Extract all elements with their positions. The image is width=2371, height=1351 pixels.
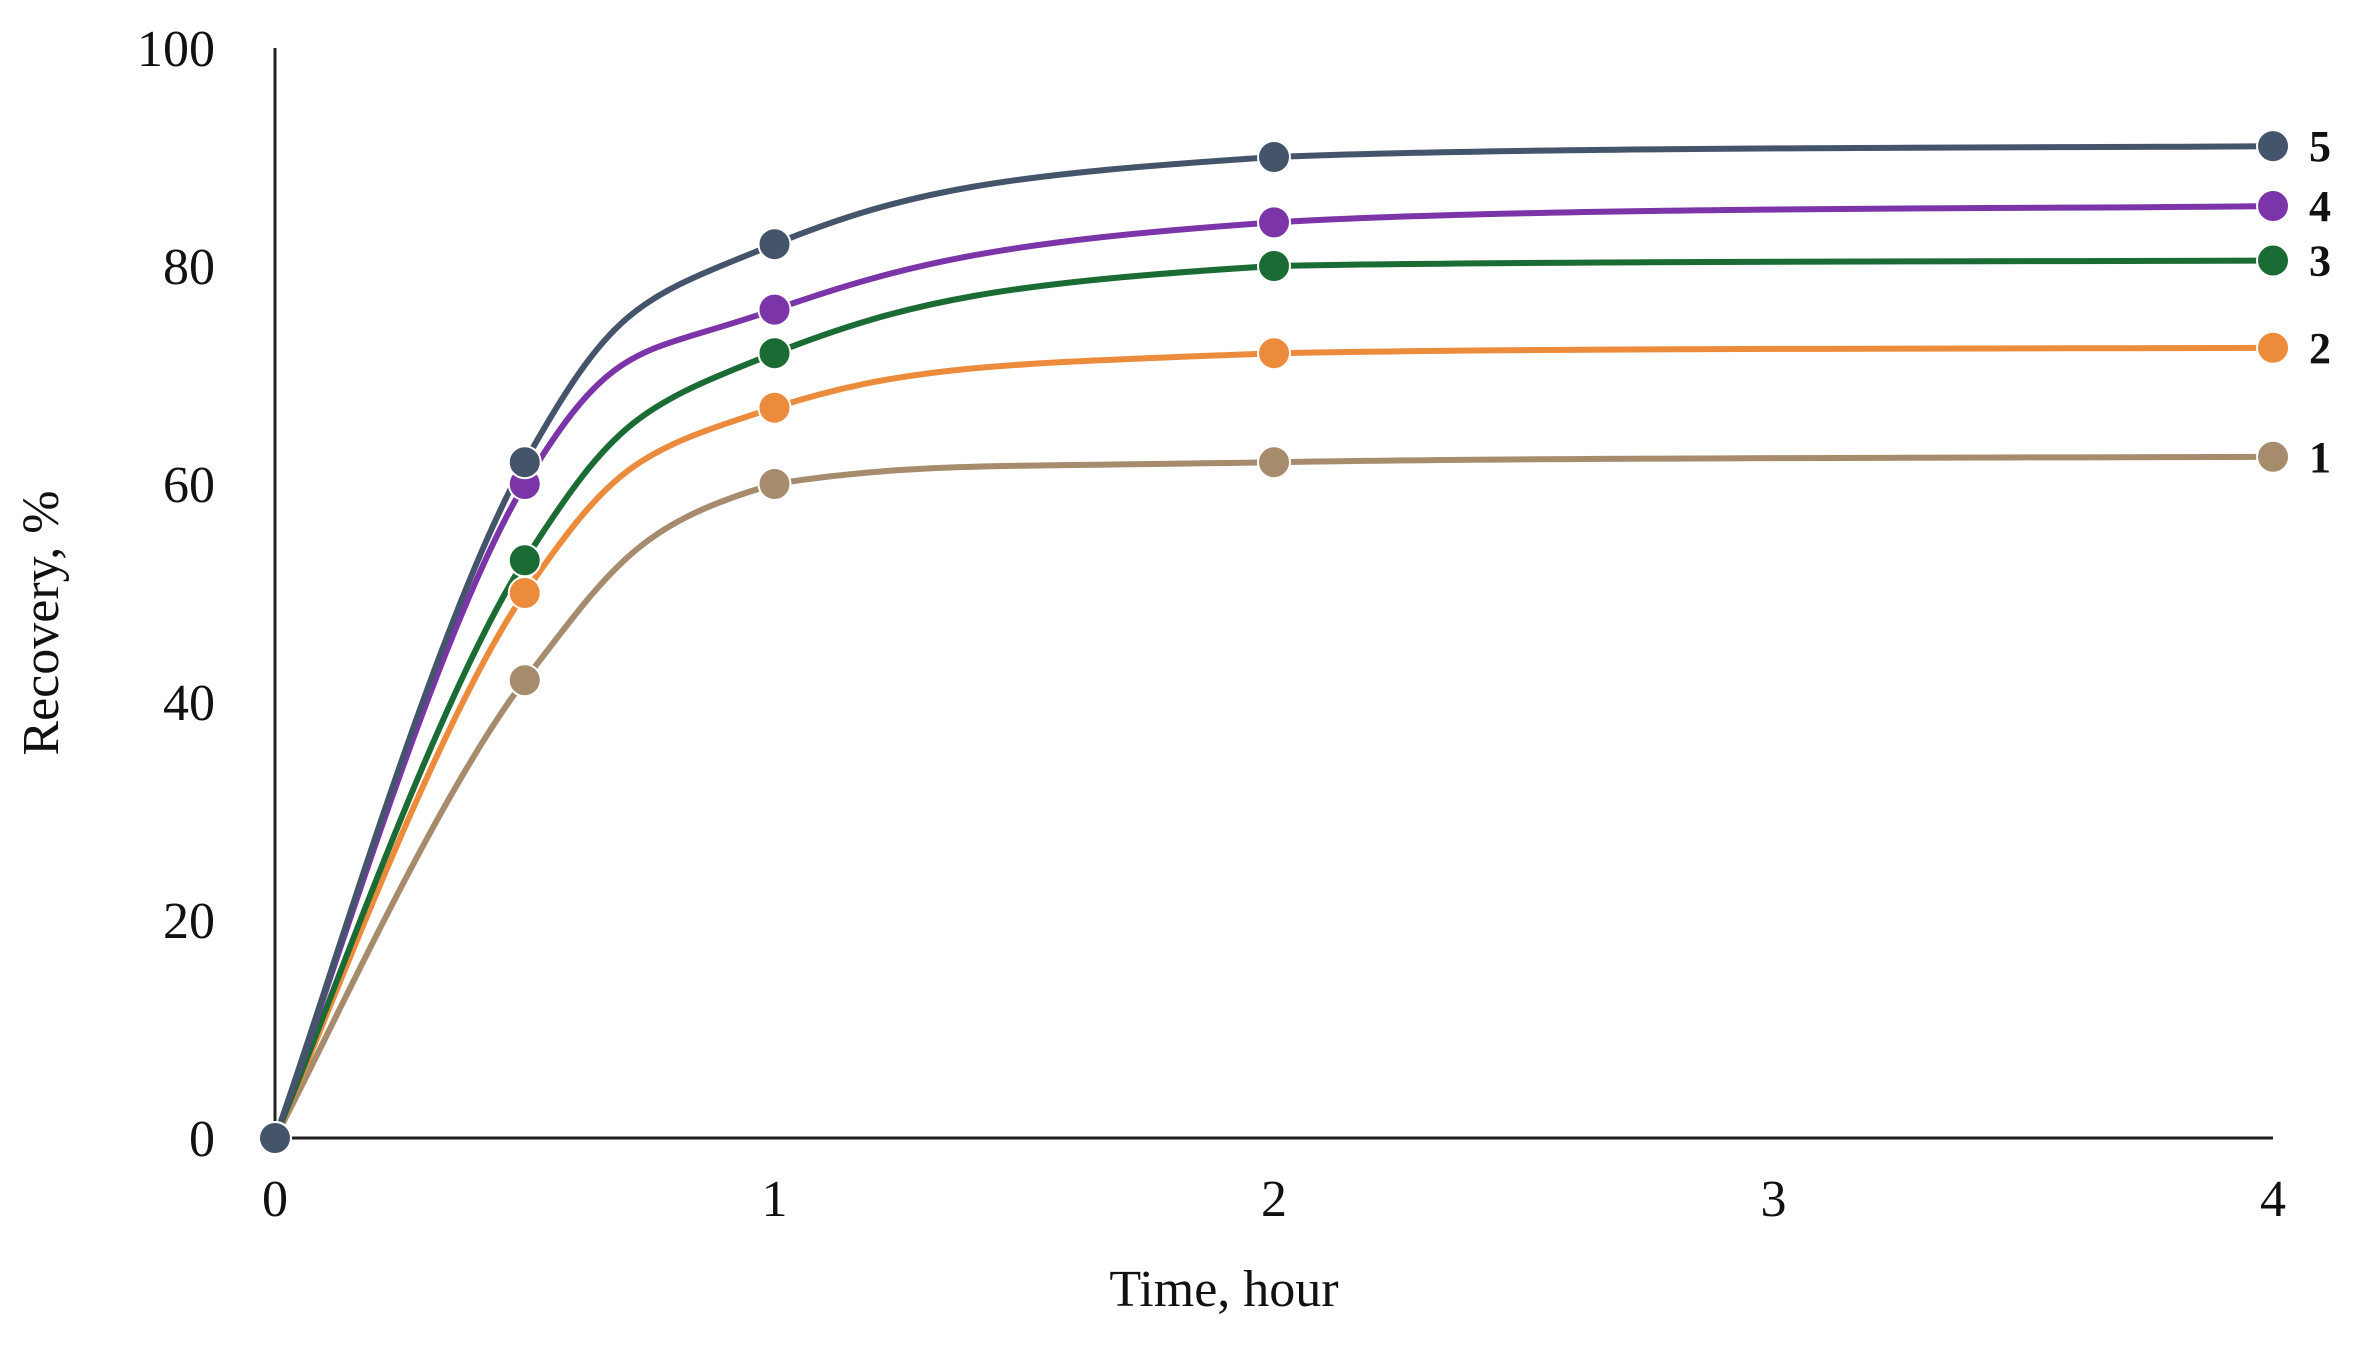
data-point-series-2: [1257, 336, 1291, 371]
y-tick-label: 40: [163, 675, 215, 732]
y-tick-label: 100: [137, 21, 215, 78]
x-tick-labels: 0 1 2 3 4: [262, 1171, 2286, 1228]
y-tick-label: 60: [163, 457, 215, 514]
data-point-series-4: [2256, 189, 2290, 224]
data-point-series-1: [2256, 439, 2290, 474]
x-tick-label: 4: [2260, 1171, 2286, 1228]
series-label-1: 1: [2309, 433, 2331, 482]
x-axis-title: Time, hour: [1109, 1261, 1338, 1318]
data-point-series-1: [1257, 445, 1291, 480]
x-tick-label: 2: [1261, 1171, 1287, 1228]
series-line-1: [272, 453, 2276, 1141]
data-point-series-5: [1257, 140, 1291, 174]
y-axis-title: Recovery, %: [13, 490, 70, 755]
x-tick-label: 0: [262, 1171, 288, 1228]
series-line-2: [272, 344, 2276, 1141]
data-point-series-3: [757, 336, 792, 371]
data-point-series-5: [757, 227, 792, 262]
data-point-series-2: [757, 390, 792, 425]
data-point-series-5: [507, 445, 542, 480]
data-point-series-5: [2256, 129, 2290, 164]
y-tick-label: 0: [189, 1111, 215, 1168]
series-label-5: 5: [2309, 122, 2331, 171]
data-point-series-1: [757, 467, 792, 501]
series-label-4: 4: [2309, 182, 2331, 231]
data-point-series-2: [507, 576, 542, 610]
y-tick-label: 20: [163, 893, 215, 950]
series-line-5: [272, 143, 2276, 1141]
axes-layer: [273, 48, 2273, 1140]
data-point-series-4: [1257, 205, 1291, 240]
series-labels: 1 2 3 4 5: [2309, 122, 2331, 482]
x-tick-label: 1: [762, 1171, 788, 1228]
data-point-series-1: [507, 663, 542, 698]
y-tick-label: 80: [163, 239, 215, 296]
series-line-3: [272, 257, 2276, 1141]
x-tick-label: 3: [1761, 1171, 1787, 1228]
series-label-3: 3: [2309, 237, 2331, 286]
series-label-2: 2: [2309, 324, 2331, 373]
data-point-series-2: [2256, 330, 2290, 365]
y-tick-labels: 0 20 40 60 80 100: [137, 21, 215, 1168]
markers-layer: [258, 129, 2290, 1155]
data-point-series-3: [1257, 249, 1291, 283]
data-point-series-4: [757, 292, 792, 327]
data-point-series-3: [507, 543, 542, 578]
series-layer: [272, 143, 2276, 1141]
data-point-series-3: [2256, 243, 2290, 278]
data-point-series-5: [258, 1121, 292, 1155]
series-line-4: [272, 203, 2276, 1141]
